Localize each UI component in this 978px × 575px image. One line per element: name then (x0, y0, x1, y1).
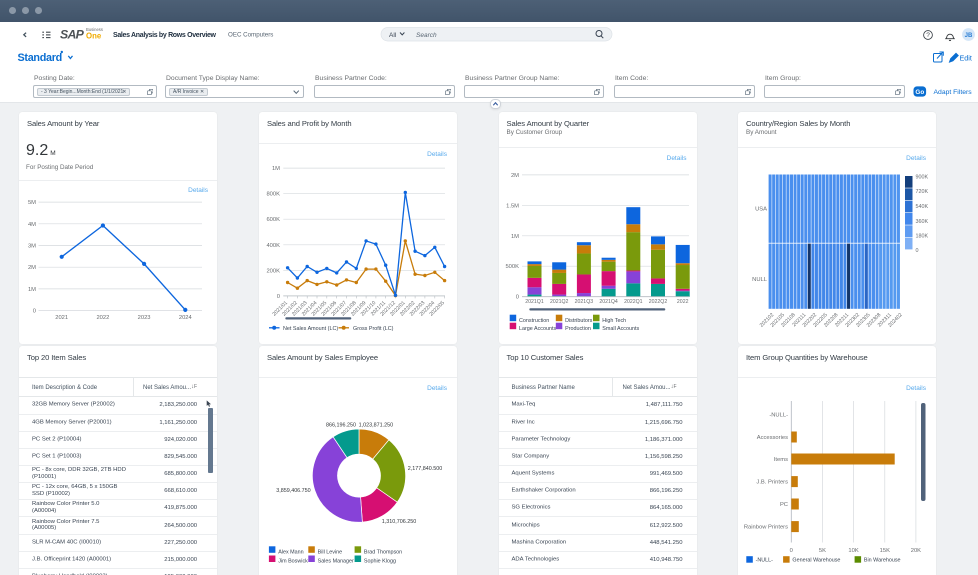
svg-text:3,859,406.750: 3,859,406.750 (276, 488, 310, 494)
svg-text:500K: 500K (505, 264, 519, 270)
svg-text:Alex Mann: Alex Mann (278, 550, 303, 556)
svg-text:High Tech: High Tech (602, 318, 626, 324)
svg-text:Accessories: Accessories (757, 435, 788, 441)
svg-text:Large Accounts: Large Accounts (519, 326, 556, 332)
svg-text:0: 0 (515, 295, 518, 301)
svg-text:600K: 600K (266, 217, 280, 223)
svg-text:1M: 1M (510, 234, 518, 240)
svg-text:20K: 20K (911, 548, 921, 554)
svg-text:Rainbow Printers: Rainbow Printers (744, 525, 788, 531)
svg-text:One: One (86, 31, 102, 40)
svg-text:J.B. Printers: J.B. Printers (756, 480, 788, 486)
svg-text:-NULL-: -NULL- (769, 413, 788, 419)
svg-text:Bin Warehouse: Bin Warehouse (864, 558, 901, 564)
svg-text:1M: 1M (272, 166, 280, 172)
svg-text:0: 0 (33, 309, 36, 315)
svg-text:3M: 3M (28, 244, 36, 250)
svg-text:720K: 720K (916, 189, 929, 195)
svg-text:General Warehouse: General Warehouse (792, 558, 840, 564)
svg-text:All: All (389, 32, 397, 39)
svg-text:Gross Profit (LC): Gross Profit (LC) (353, 326, 394, 332)
svg-text:2021Q1: 2021Q1 (525, 299, 544, 305)
svg-text:Construction: Construction (519, 318, 549, 324)
svg-text:Search: Search (416, 32, 437, 39)
svg-text:4M: 4M (28, 222, 36, 228)
svg-text:180K: 180K (916, 234, 929, 240)
svg-text:0: 0 (277, 294, 280, 300)
svg-text:PC: PC (780, 502, 788, 508)
svg-text:Bill Levine: Bill Levine (318, 550, 343, 556)
svg-text:0: 0 (916, 248, 919, 254)
svg-text:Net Sales Amount (LC): Net Sales Amount (LC) (283, 326, 338, 332)
svg-text:Business: Business (86, 27, 103, 32)
svg-text:NULL: NULL (752, 277, 768, 283)
svg-text:2022: 2022 (96, 315, 109, 321)
svg-text:Adapt Filters: Adapt Filters (934, 89, 973, 96)
svg-text:800K: 800K (266, 192, 280, 198)
svg-text:Small Accounts: Small Accounts (602, 326, 639, 332)
svg-text:Distributors: Distributors (565, 318, 593, 324)
svg-text:866,196.250: 866,196.250 (326, 423, 356, 429)
svg-text:2024: 2024 (179, 315, 193, 321)
svg-text:2021: 2021 (55, 315, 68, 321)
svg-text:200K: 200K (266, 268, 280, 274)
svg-text:Items: Items (774, 457, 788, 463)
svg-text:1,310,706.250: 1,310,706.250 (382, 519, 416, 525)
svg-text:JB: JB (965, 33, 973, 39)
svg-text:Sophie Klogg: Sophie Klogg (364, 559, 396, 565)
svg-text:SAP: SAP (60, 27, 85, 41)
svg-text:2023: 2023 (138, 315, 151, 321)
svg-text:-NULL-: -NULL- (756, 558, 774, 564)
svg-text:OEC Computers: OEC Computers (228, 31, 273, 38)
svg-text:2022Q1: 2022Q1 (624, 299, 643, 305)
svg-text:2021Q3: 2021Q3 (574, 299, 593, 305)
svg-text:2M: 2M (510, 173, 518, 179)
svg-text:Sales Manager: Sales Manager (318, 559, 354, 565)
svg-text:Jim Boswick: Jim Boswick (278, 559, 308, 565)
svg-text:10K: 10K (848, 548, 858, 554)
svg-text:2021Q4: 2021Q4 (599, 299, 618, 305)
svg-text:Edit: Edit (960, 54, 972, 63)
svg-text:Standard: Standard (18, 52, 62, 64)
svg-text:2022Q2: 2022Q2 (648, 299, 667, 305)
svg-text:Production: Production (565, 326, 591, 332)
svg-text:1.5M: 1.5M (506, 203, 519, 209)
svg-text:2,177,840.500: 2,177,840.500 (408, 466, 442, 472)
svg-text:Go: Go (915, 89, 924, 96)
svg-text:?: ? (926, 32, 930, 39)
svg-text:2M: 2M (28, 265, 36, 271)
svg-text:5M: 5M (28, 200, 36, 206)
svg-text:15K: 15K (880, 548, 890, 554)
svg-text:400K: 400K (266, 243, 280, 249)
svg-text:0: 0 (790, 548, 793, 554)
svg-text:1,023,871.250: 1,023,871.250 (359, 423, 393, 429)
svg-text:Sales Analysis by Rows Overvie: Sales Analysis by Rows Overview (113, 32, 217, 39)
svg-text:2022: 2022 (676, 299, 688, 305)
svg-text:USA: USA (755, 207, 767, 213)
svg-text:900K: 900K (916, 175, 929, 181)
svg-text:5K: 5K (819, 548, 826, 554)
svg-text:540K: 540K (916, 204, 929, 210)
svg-text:1M: 1M (28, 287, 36, 293)
svg-text:360K: 360K (916, 219, 929, 225)
svg-text:Brad Thompson: Brad Thompson (364, 550, 402, 556)
svg-text:2021Q2: 2021Q2 (549, 299, 568, 305)
